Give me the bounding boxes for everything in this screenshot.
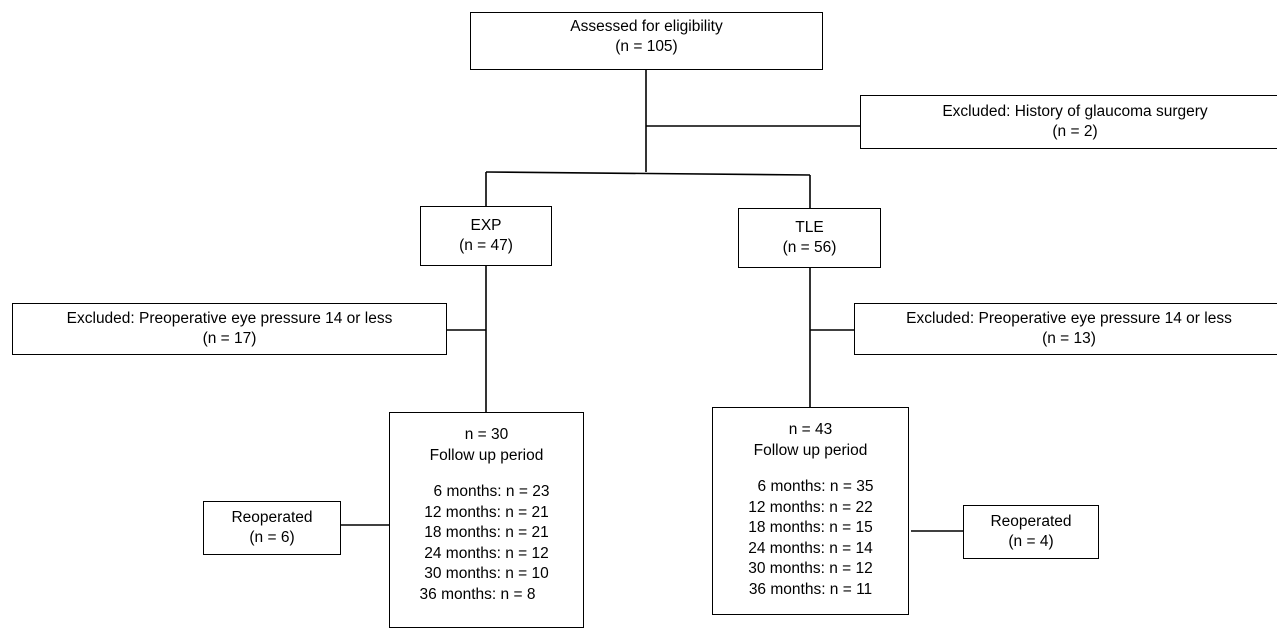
- tle-reoperated-box: Reoperated (n = 4): [963, 505, 1099, 559]
- exp-count: (n = 47): [459, 237, 513, 254]
- tle-excluded-box: Excluded: Preoperative eye pressure 14 o…: [854, 303, 1277, 355]
- exp-label: EXP: [470, 217, 502, 234]
- exp-followup-box: n = 30 Follow up period 6 months: n = 23…: [389, 412, 584, 628]
- exp-followup-item: 18 months: n = 21: [424, 524, 549, 541]
- exp-reoperated-box: Reoperated (n = 6): [203, 501, 341, 555]
- tle-label: TLE: [795, 219, 824, 236]
- exp-followup-item: 36 months: n = 8: [419, 585, 536, 603]
- connector-split-horizontal: [485, 171, 811, 176]
- exp-excluded-box: Excluded: Preoperative eye pressure 14 o…: [12, 303, 447, 355]
- tle-excluded-label: Excluded: Preoperative eye pressure 14 o…: [906, 310, 1232, 327]
- excluded-top-label: Excluded: History of glaucoma surgery: [942, 103, 1208, 120]
- exp-followup-count: n = 30: [464, 426, 509, 443]
- exp-followup-item: 24 months: n = 12: [424, 544, 549, 562]
- exp-followup-title: Follow up period: [429, 446, 544, 464]
- tle-followup-item: 36 months: n = 11: [748, 580, 873, 598]
- exp-followup-item: 6 months: n = 23: [433, 483, 550, 500]
- tle-reoperated-count: (n = 4): [1008, 533, 1054, 550]
- excluded-top-box: Excluded: History of glaucoma surgery (n…: [860, 95, 1277, 149]
- excluded-top-count: (n = 2): [1052, 123, 1098, 140]
- exp-box: EXP (n = 47): [420, 206, 552, 266]
- exp-followup-item: 12 months: n = 21: [424, 503, 549, 521]
- exp-reoperated-count: (n = 6): [249, 529, 295, 546]
- tle-followup-item: 18 months: n = 15: [748, 519, 873, 536]
- tle-count: (n = 56): [782, 239, 837, 256]
- exp-excluded-count: (n = 17): [202, 330, 257, 347]
- exp-followup-spacer: [390, 466, 583, 482]
- tle-followup-item: 24 months: n = 14: [748, 539, 873, 557]
- exp-reoperated-label: Reoperated: [231, 509, 313, 526]
- assessed-label: Assessed for eligibility: [570, 18, 723, 35]
- assessed-count: (n = 105): [615, 38, 678, 55]
- tle-followup-box: n = 43 Follow up period 6 months: n = 35…: [712, 407, 909, 615]
- tle-box: TLE (n = 56): [738, 208, 881, 268]
- tle-excluded-count: (n = 13): [1042, 330, 1096, 347]
- tle-followup-count: n = 43: [788, 421, 833, 438]
- tle-followup-item: 6 months: n = 35: [757, 478, 874, 495]
- exp-excluded-label: Excluded: Preoperative eye pressure 14 o…: [66, 310, 393, 327]
- tle-followup-item: 30 months: n = 12: [748, 560, 873, 577]
- exp-followup-item: 30 months: n = 10: [424, 565, 549, 582]
- tle-reoperated-label: Reoperated: [990, 513, 1072, 530]
- assessed-box: Assessed for eligibility (n = 105): [470, 12, 823, 70]
- tle-followup-spacer: [713, 461, 908, 477]
- tle-followup-title: Follow up period: [753, 441, 868, 459]
- tle-followup-item: 12 months: n = 22: [748, 498, 873, 516]
